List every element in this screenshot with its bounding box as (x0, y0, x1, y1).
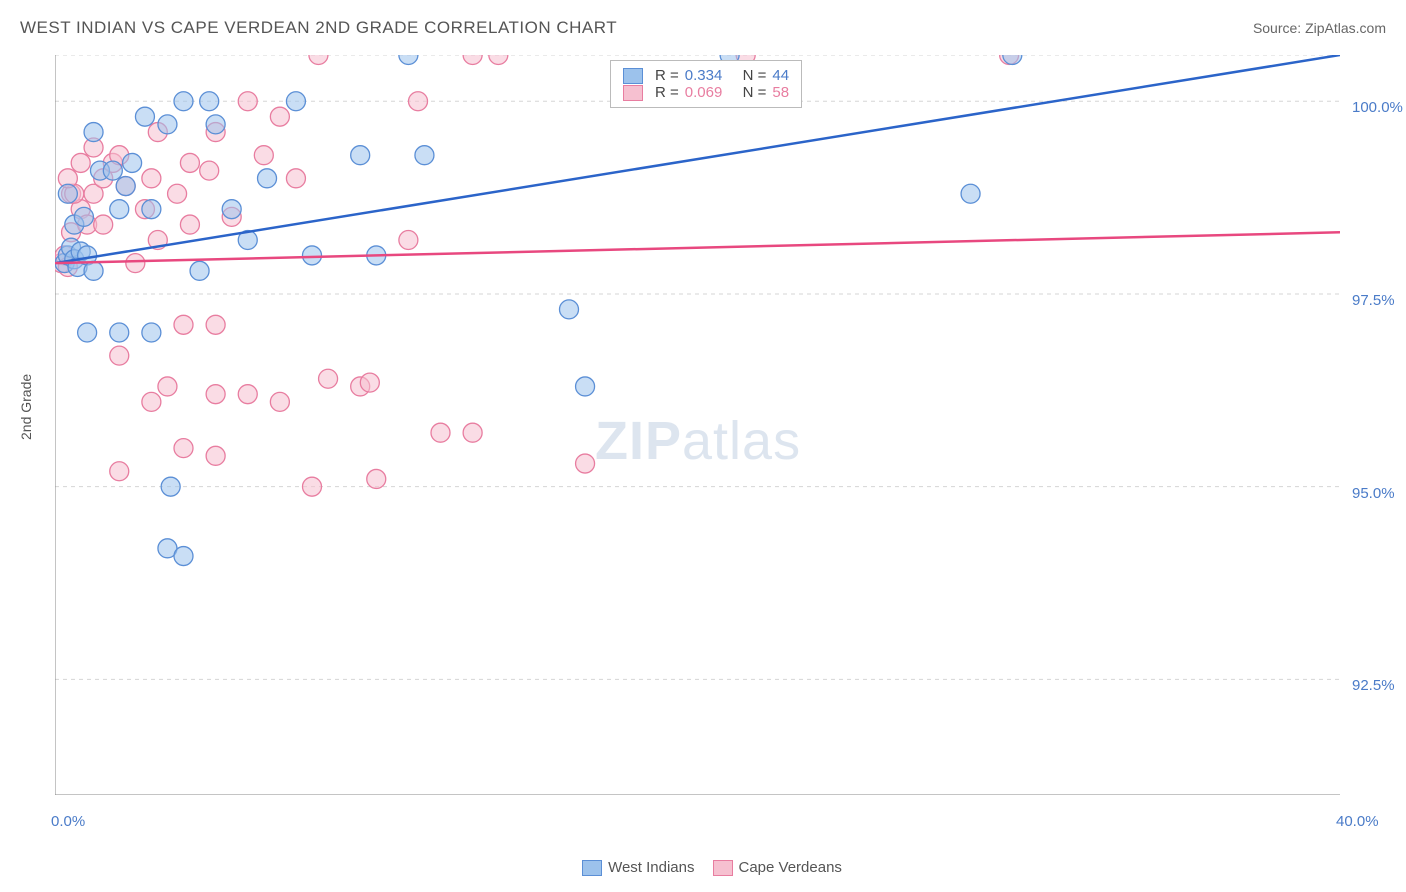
chart-area: R = 0.334 N = 44R = 0.069 N = 58 ZIPatla… (55, 55, 1340, 795)
y-tick-label: 95.0% (1352, 485, 1395, 502)
y-tick-label: 100.0% (1352, 99, 1403, 116)
legend-row: R = 0.069 N = 58 (623, 84, 789, 101)
legend-swatch (582, 860, 602, 876)
watermark: ZIPatlas (595, 410, 801, 472)
series-legend: West Indians Cape Verdeans (0, 859, 1406, 876)
x-tick-label: 40.0% (1336, 813, 1379, 830)
y-tick-label: 92.5% (1352, 677, 1395, 694)
legend-label: West Indians (608, 859, 694, 876)
correlation-legend: R = 0.334 N = 44R = 0.069 N = 58 (610, 60, 802, 108)
source-label: Source: ZipAtlas.com (1253, 20, 1386, 36)
legend-row: R = 0.334 N = 44 (623, 67, 789, 84)
y-axis-label: 2nd Grade (18, 374, 34, 440)
chart-title: WEST INDIAN VS CAPE VERDEAN 2ND GRADE CO… (20, 18, 617, 38)
x-tick-label: 0.0% (51, 813, 85, 830)
legend-swatch (713, 860, 733, 876)
y-tick-label: 97.5% (1352, 292, 1395, 309)
legend-label: Cape Verdeans (739, 859, 842, 876)
